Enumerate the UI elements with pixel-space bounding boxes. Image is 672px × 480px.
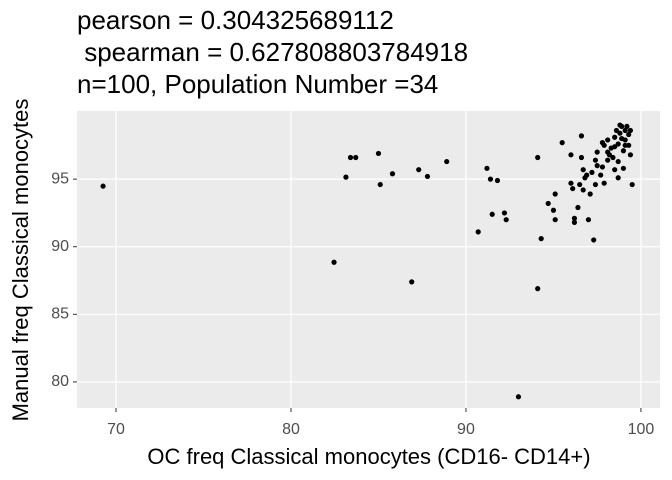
point — [538, 236, 544, 242]
point — [377, 181, 383, 188]
point — [489, 211, 495, 217]
point — [624, 123, 630, 130]
point — [552, 217, 558, 223]
point — [615, 141, 621, 147]
x-tick-label: 90 — [457, 421, 475, 438]
point — [599, 140, 606, 146]
point — [503, 217, 509, 223]
point — [353, 154, 359, 161]
y-tick-label: 95 — [51, 170, 69, 187]
point — [589, 169, 595, 175]
point — [622, 127, 628, 134]
point — [575, 204, 581, 211]
point — [626, 131, 632, 138]
point — [571, 219, 578, 225]
point — [587, 191, 593, 197]
point — [617, 122, 623, 128]
point — [599, 164, 606, 170]
point — [610, 154, 616, 161]
point — [577, 181, 583, 188]
y-tick-label: 85 — [51, 306, 69, 323]
point — [629, 181, 635, 188]
point — [475, 229, 481, 235]
point — [568, 152, 574, 158]
point — [592, 181, 599, 188]
point — [375, 150, 382, 157]
point — [571, 215, 578, 221]
point — [605, 149, 611, 155]
point — [594, 149, 600, 155]
point — [591, 237, 597, 243]
y-tick-label: 80 — [51, 373, 69, 390]
point — [484, 165, 490, 171]
point — [559, 140, 565, 146]
point — [605, 157, 611, 163]
point — [615, 158, 621, 165]
point — [601, 180, 607, 186]
point — [535, 286, 541, 292]
point — [343, 174, 349, 180]
point — [622, 142, 628, 148]
point — [389, 171, 396, 177]
point — [622, 137, 628, 143]
point — [620, 165, 627, 171]
point — [444, 158, 450, 165]
point — [594, 163, 600, 169]
point — [550, 207, 557, 213]
point — [535, 154, 541, 161]
point — [615, 175, 621, 181]
point — [582, 175, 588, 181]
point — [578, 133, 585, 139]
x-axis-label: OC freq Classical monocytes (CD16- CD14+… — [147, 444, 590, 469]
chart-title: pearson = 0.304325689112 — [77, 5, 394, 35]
point — [409, 279, 415, 285]
chart-title: n=100, Population Number =34 — [77, 69, 438, 99]
point — [570, 185, 576, 192]
point — [617, 130, 623, 136]
point — [627, 127, 634, 134]
point — [580, 187, 586, 193]
point — [424, 173, 431, 180]
x-tick-label: 70 — [107, 421, 125, 438]
point — [545, 200, 551, 207]
point — [605, 137, 611, 143]
point — [347, 154, 354, 161]
point — [552, 191, 558, 197]
point — [580, 167, 586, 173]
x-tick-label: 100 — [628, 421, 655, 438]
point — [598, 172, 604, 178]
chart-title: spearman = 0.627808803784918 — [77, 37, 468, 67]
point — [100, 183, 106, 189]
point — [612, 167, 618, 173]
point — [627, 152, 634, 158]
point — [501, 210, 508, 216]
x-tick-label: 80 — [282, 421, 300, 438]
point — [612, 134, 618, 140]
point — [568, 180, 574, 186]
panel — [77, 111, 660, 408]
point — [592, 157, 599, 163]
point — [612, 144, 618, 150]
y-axis-label: Manual freq Classical monocytes — [8, 99, 33, 422]
y-tick-label: 90 — [51, 238, 69, 255]
point — [613, 127, 620, 134]
point — [331, 259, 337, 265]
point — [578, 154, 585, 161]
point — [494, 177, 501, 184]
point — [585, 217, 592, 223]
point — [487, 176, 494, 182]
point — [416, 167, 422, 173]
point — [620, 148, 627, 154]
point — [515, 394, 522, 400]
